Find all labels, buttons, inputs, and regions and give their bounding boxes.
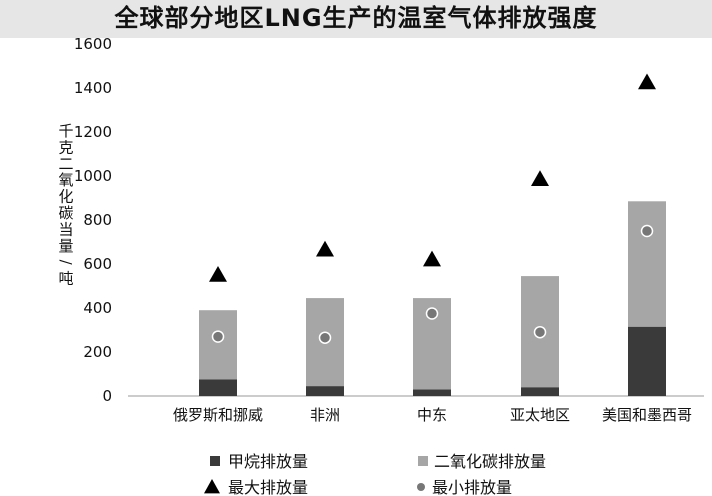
legend-swatch: [418, 456, 428, 466]
chart-title: 全球部分地区LNG生产的温室气体排放强度: [114, 4, 598, 32]
y-tick-label: 1000: [74, 167, 112, 185]
x-category-label: 非洲: [310, 406, 340, 424]
y-tick-label: 1600: [74, 35, 112, 53]
legend-swatch: [204, 479, 220, 494]
y-axis-label-char: 氧: [58, 171, 73, 189]
x-category-label: 美国和墨西哥: [602, 406, 692, 424]
y-axis-label-char: 化: [58, 188, 73, 206]
marker-max-triangle: [423, 250, 441, 267]
title-bar: [0, 0, 712, 38]
y-axis-label-char: 吨: [58, 270, 73, 288]
marker-max-triangle: [638, 73, 656, 90]
y-axis-label-char: 当: [58, 220, 73, 238]
y-tick-label: 0: [102, 387, 112, 405]
marker-max-triangle: [209, 266, 227, 282]
legend-swatch: [210, 456, 220, 466]
marker-min-circle: [533, 325, 547, 339]
y-axis-label-char: 二: [58, 155, 73, 173]
marker-min-circle: [318, 331, 332, 344]
bar-methane: [413, 389, 451, 396]
bar-co2: [199, 310, 237, 380]
marker-min-circle: [425, 307, 439, 320]
marker-min-circle: [211, 330, 225, 343]
x-category-label: 俄罗斯和挪威: [173, 406, 263, 424]
bar-methane: [199, 379, 237, 396]
legend-label: 最小排放量: [432, 478, 512, 496]
bar-methane: [521, 387, 559, 396]
y-tick-label: 400: [83, 299, 112, 317]
x-category-label: 亚太地区: [510, 406, 570, 424]
y-tick-label: 600: [83, 255, 112, 273]
y-axis-label-char: 克: [58, 138, 73, 156]
bar-methane: [306, 386, 344, 396]
marker-max-triangle: [531, 170, 549, 187]
marker-min-circle: [640, 224, 654, 238]
y-axis-label-char: 碳: [58, 204, 73, 222]
x-category-label: 中东: [417, 406, 447, 424]
markers: [209, 73, 656, 344]
legend-label: 甲烷排放量: [228, 452, 308, 471]
bars: [199, 201, 666, 396]
legend-label: 最大排放量: [228, 478, 308, 496]
y-tick-label: 1200: [74, 123, 112, 141]
y-axis-label-char: 量: [58, 237, 73, 255]
bar-methane: [628, 326, 666, 396]
y-tick-label: 1400: [74, 79, 112, 97]
legend-swatch: [417, 483, 425, 491]
y-tick-label: 800: [83, 211, 112, 229]
y-axis-label-char: 千: [58, 122, 73, 140]
y-tick-label: 200: [83, 343, 112, 361]
bar-co2: [628, 201, 666, 327]
marker-max-triangle: [316, 240, 334, 257]
y-axis-label-char: /: [57, 260, 75, 266]
legend-label: 二氧化碳排放量: [434, 452, 546, 471]
